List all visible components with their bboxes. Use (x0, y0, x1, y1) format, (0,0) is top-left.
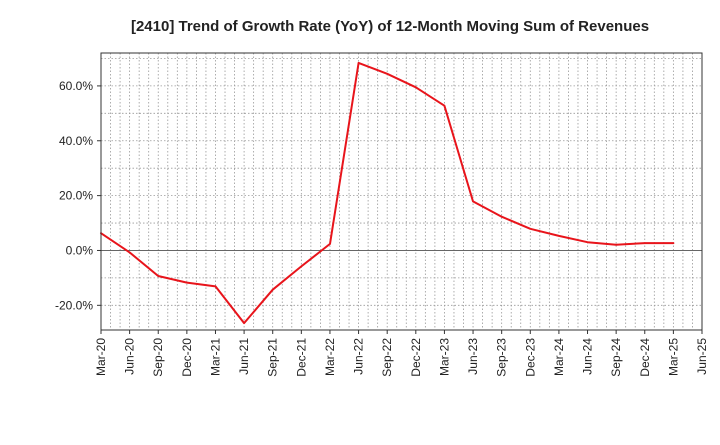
x-tick-label: Sep-20 (151, 338, 165, 377)
x-tick-label: Jun-20 (123, 338, 137, 375)
x-tick-label: Sep-23 (495, 338, 509, 377)
x-tick-label: Mar-23 (437, 338, 451, 376)
grid (101, 53, 702, 330)
chart-title: [2410] Trend of Growth Rate (YoY) of 12-… (131, 18, 649, 35)
x-tick-label: Dec-20 (180, 338, 194, 377)
x-tick-label: Jun-24 (581, 338, 595, 375)
x-tick-label: Dec-24 (638, 338, 652, 377)
y-tick-label: 40.0% (59, 134, 93, 148)
x-tick-label: Dec-21 (294, 338, 308, 377)
x-tick-label: Dec-23 (523, 338, 537, 377)
x-tick-label: Jun-22 (352, 338, 366, 375)
x-tick-label: Mar-22 (323, 338, 337, 376)
y-tick-label: -20.0% (55, 298, 93, 312)
x-tick-label: Mar-20 (94, 338, 108, 376)
x-tick-label: Dec-22 (409, 338, 423, 377)
series-line (100, 61, 675, 325)
x-tick-label: Sep-24 (609, 338, 623, 377)
x-tick-label: Mar-21 (208, 338, 222, 376)
x-tick-label: Mar-24 (552, 338, 566, 376)
x-tick-label: Sep-21 (266, 338, 280, 377)
y-tick-label: 20.0% (59, 189, 93, 203)
plot-frame (100, 52, 703, 331)
x-tick-label: Jun-25 (695, 338, 709, 375)
y-tick-label: 60.0% (59, 79, 93, 93)
series (100, 61, 675, 325)
y-tick-label: 0.0% (66, 243, 94, 257)
x-tick-label: Sep-22 (380, 338, 394, 377)
y-axis-ticks: -20.0% 0.0% 20.0% 40.0% 60.0% (55, 79, 101, 312)
x-tick-label: Jun-21 (237, 338, 251, 375)
x-axis-ticks: Mar-20 Jun-20 Sep-20 Dec-20 Mar-21 Jun-21 Sep-… (94, 330, 709, 377)
x-tick-label: Jun-23 (466, 338, 480, 375)
x-tick-label: Mar-25 (666, 338, 680, 376)
